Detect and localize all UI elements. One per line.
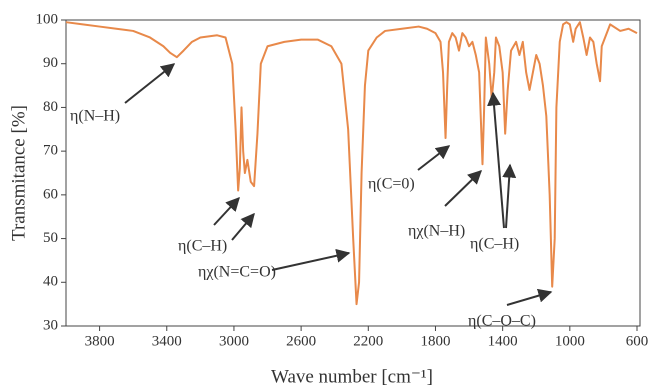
arrow bbox=[444, 170, 483, 207]
y-tick-label: 100 bbox=[36, 11, 59, 27]
annotation: η(C=0) bbox=[368, 176, 415, 193]
x-tick-label: 2200 bbox=[353, 333, 383, 349]
annotation: η(C–H) bbox=[470, 236, 519, 253]
x-tick-label: 1400 bbox=[488, 333, 518, 349]
annotation: ηχ(N=C=O) bbox=[198, 264, 276, 281]
y-tick-label: 80 bbox=[43, 99, 58, 115]
plot-area bbox=[65, 21, 638, 306]
x-tick-label: 600 bbox=[626, 333, 649, 349]
y-tick-label: 90 bbox=[43, 55, 58, 71]
x-tick-label: 2600 bbox=[286, 333, 316, 349]
plot-frame bbox=[65, 19, 641, 327]
arrow bbox=[487, 91, 505, 229]
arrow bbox=[506, 288, 553, 306]
x-tick-label: 3400 bbox=[152, 333, 182, 349]
annotation: η(N–H) bbox=[70, 108, 120, 125]
arrow bbox=[231, 212, 255, 241]
x-axis-label: Wave number [cm⁻¹] bbox=[271, 366, 433, 387]
y-tick-label: 30 bbox=[43, 317, 58, 333]
x-tick-label: 3800 bbox=[85, 333, 115, 349]
annotation: ηχ(N–H) bbox=[408, 223, 465, 240]
arrow bbox=[124, 63, 176, 104]
annotation: η(C–O–C) bbox=[468, 313, 536, 330]
x-tick-label: 3000 bbox=[219, 333, 249, 349]
y-tick-label: 60 bbox=[43, 186, 58, 202]
arrows bbox=[124, 63, 553, 306]
y-tick-label: 40 bbox=[43, 274, 58, 290]
arrow bbox=[502, 163, 517, 229]
x-tick-label: 1000 bbox=[555, 333, 585, 349]
y-tick-label: 50 bbox=[43, 230, 58, 246]
spectrum-line bbox=[65, 21, 638, 306]
x-tick-label: 1800 bbox=[420, 333, 450, 349]
annotation: η(C–H) bbox=[178, 238, 227, 255]
arrow bbox=[417, 145, 451, 171]
y-axis-label: Transmitance [%] bbox=[8, 105, 29, 241]
arrow bbox=[271, 248, 351, 271]
y-tick-label: 70 bbox=[43, 143, 58, 159]
arrow bbox=[213, 196, 240, 226]
